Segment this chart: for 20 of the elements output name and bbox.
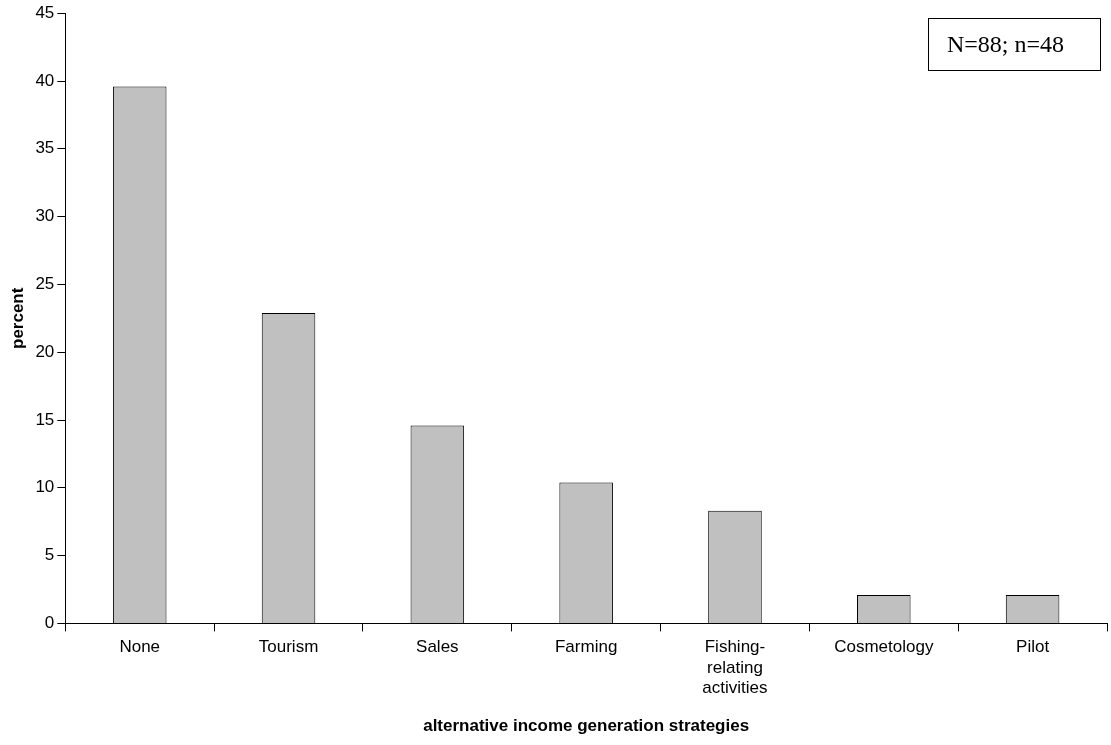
y-tick-label: 15 — [35, 409, 55, 429]
x-tick-label: None — [119, 637, 161, 657]
y-tick-label: 45 — [35, 2, 55, 22]
y-tick-label: 5 — [44, 545, 55, 565]
x-tick-label: Tourism — [258, 637, 319, 657]
y-tick-label: 20 — [35, 341, 55, 361]
x-tick-label: Pilot — [1016, 637, 1050, 657]
x-tick-label: Fishing-relating activities — [702, 637, 768, 698]
y-tick-label: 35 — [35, 138, 55, 158]
y-tick-label: 30 — [35, 206, 55, 226]
y-axis-title: percent — [7, 287, 27, 350]
x-tick-label: Farming — [554, 637, 618, 657]
y-tick-label: 10 — [35, 477, 55, 497]
annotation: N=88; n=48 — [927, 18, 1101, 71]
y-tick-label: 0 — [44, 613, 55, 633]
x-tick-label: Cosmetology — [834, 637, 934, 657]
y-tick-label: 40 — [35, 70, 55, 90]
x-axis-title: alternative income generation strategies — [423, 716, 750, 736]
x-tick-label: Sales — [416, 637, 459, 657]
y-tick-label: 25 — [35, 274, 55, 294]
